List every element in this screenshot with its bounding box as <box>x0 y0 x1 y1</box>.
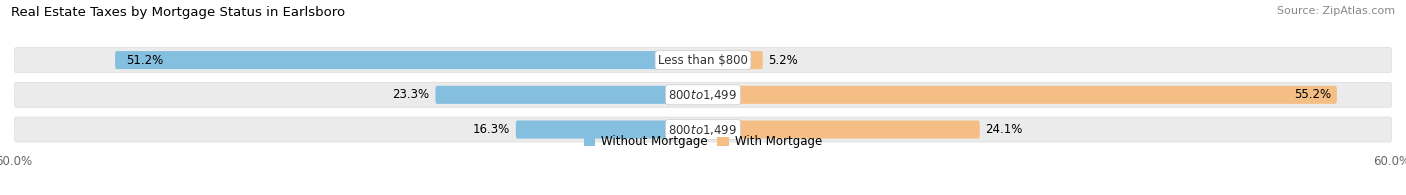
Text: 24.1%: 24.1% <box>986 123 1022 136</box>
FancyBboxPatch shape <box>115 51 703 69</box>
FancyBboxPatch shape <box>516 121 703 139</box>
FancyBboxPatch shape <box>703 86 1337 104</box>
Text: 5.2%: 5.2% <box>769 54 799 67</box>
FancyBboxPatch shape <box>14 48 1392 73</box>
Text: Less than $800: Less than $800 <box>658 54 748 67</box>
FancyBboxPatch shape <box>703 121 980 139</box>
Text: 23.3%: 23.3% <box>392 88 430 101</box>
Text: 16.3%: 16.3% <box>472 123 510 136</box>
Legend: Without Mortgage, With Mortgage: Without Mortgage, With Mortgage <box>579 131 827 153</box>
FancyBboxPatch shape <box>436 86 703 104</box>
Text: Real Estate Taxes by Mortgage Status in Earlsboro: Real Estate Taxes by Mortgage Status in … <box>11 6 346 19</box>
FancyBboxPatch shape <box>14 82 1392 107</box>
Text: 51.2%: 51.2% <box>127 54 165 67</box>
Text: $800 to $1,499: $800 to $1,499 <box>668 88 738 102</box>
Text: 55.2%: 55.2% <box>1294 88 1331 101</box>
FancyBboxPatch shape <box>703 51 762 69</box>
Text: Source: ZipAtlas.com: Source: ZipAtlas.com <box>1277 6 1395 16</box>
Text: $800 to $1,499: $800 to $1,499 <box>668 122 738 136</box>
FancyBboxPatch shape <box>14 117 1392 142</box>
